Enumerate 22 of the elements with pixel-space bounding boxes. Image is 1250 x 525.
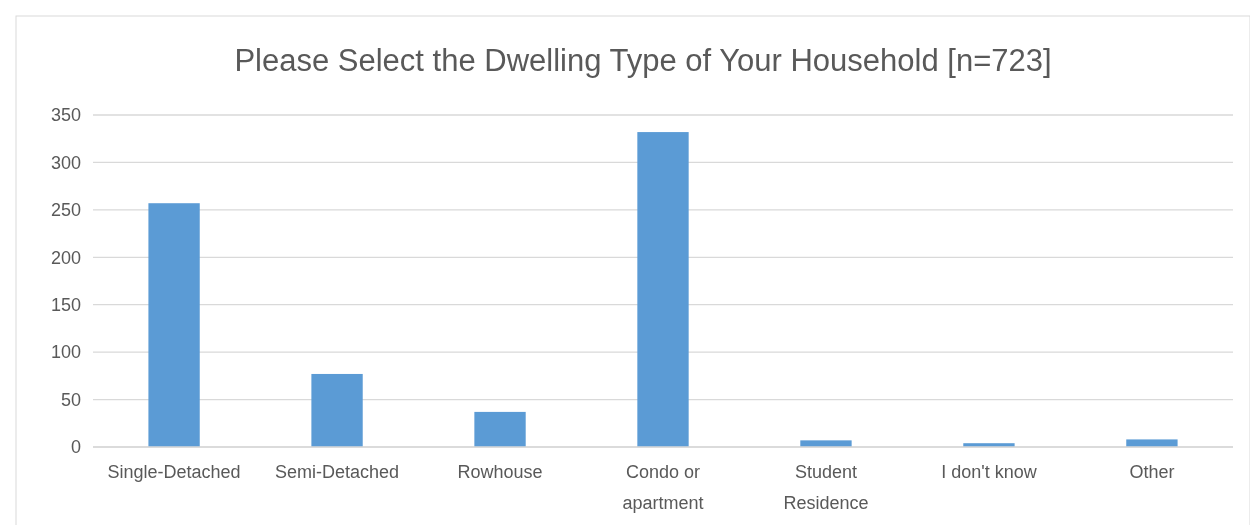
- bar: [474, 411, 526, 447]
- y-tick-label: 150: [50, 295, 81, 316]
- y-tick-label: 200: [50, 247, 81, 268]
- y-tick-label: 50: [60, 389, 81, 410]
- bar: [148, 203, 200, 447]
- x-tick-label: Condo or apartment: [622, 462, 704, 513]
- x-tick-label: Other: [1129, 462, 1175, 482]
- x-tick-label: I don't know: [941, 462, 1038, 482]
- bar: [311, 373, 363, 447]
- y-tick-label: 0: [70, 437, 81, 458]
- bar: [1126, 439, 1178, 447]
- y-tick-label: 250: [50, 200, 81, 221]
- x-tick-label: Single-Detached: [107, 462, 241, 482]
- x-tick-label: Rowhouse: [457, 462, 543, 482]
- x-tick-label: Semi-Detached: [275, 462, 400, 482]
- chart-title: Please Select the Dwelling Type of Your Household [n=723]: [234, 43, 1052, 78]
- bar: [637, 132, 689, 447]
- bar: [800, 440, 852, 447]
- x-tick-label: Student Residence: [783, 462, 869, 513]
- y-tick-label: 300: [50, 152, 81, 173]
- y-tick-label: 100: [50, 342, 81, 363]
- y-tick-label: 350: [50, 105, 81, 126]
